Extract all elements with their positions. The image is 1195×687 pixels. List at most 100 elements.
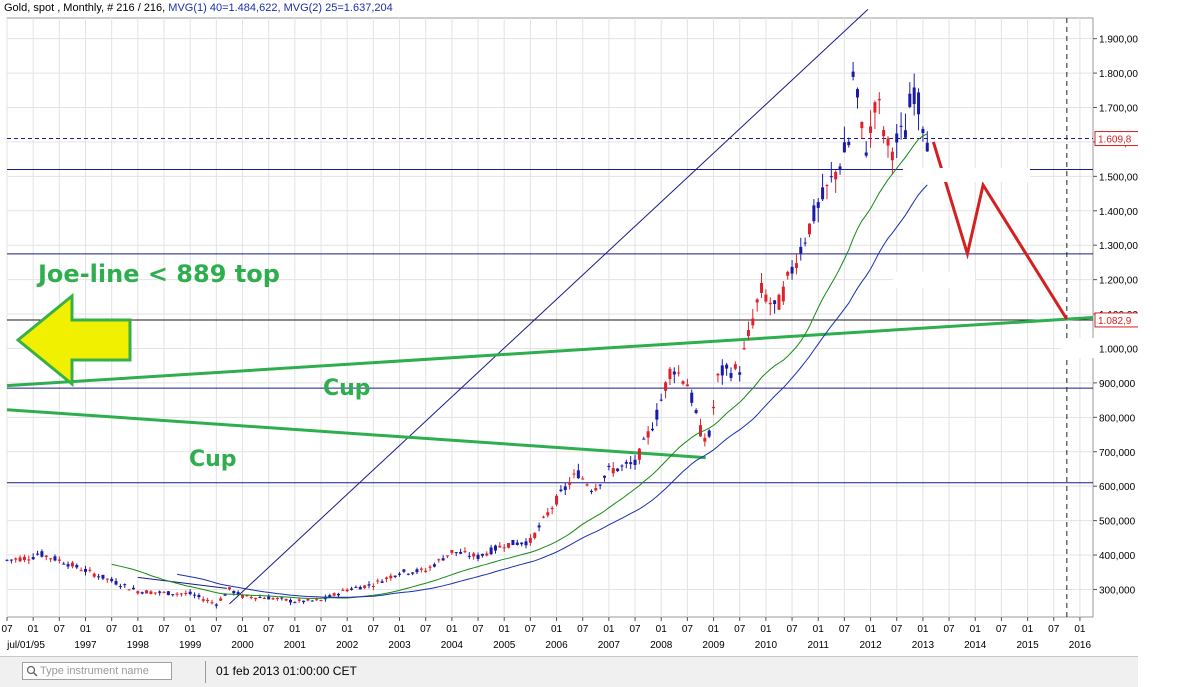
x-month-label: 01: [1022, 624, 1034, 635]
candle-body: [712, 406, 716, 409]
instrument-search[interactable]: [22, 662, 172, 680]
candle-body: [136, 591, 140, 594]
candle-body: [459, 551, 463, 554]
x-month-label: 01: [970, 624, 982, 635]
candle-body: [568, 482, 572, 485]
candle-body: [166, 591, 170, 596]
search-input[interactable]: [40, 663, 168, 679]
candle-body: [681, 381, 685, 384]
candle-body: [88, 569, 92, 571]
x-month-label: 07: [472, 624, 484, 635]
candle-body: [520, 542, 524, 545]
y-tick-label: 700,000: [1099, 448, 1136, 459]
candle-body: [847, 141, 851, 146]
candle-body: [49, 558, 53, 560]
candle-body: [794, 263, 798, 268]
mask: [893, 272, 975, 288]
x-year-label: 2001: [284, 640, 307, 651]
candle-body: [502, 547, 506, 549]
candle-body: [720, 365, 724, 376]
x-year-label: 2008: [650, 640, 673, 651]
candle-body: [288, 599, 292, 603]
x-month-label: 07: [525, 624, 537, 635]
candle-body: [9, 559, 13, 561]
y-tick-label: 900,000: [1099, 379, 1136, 390]
candle-body: [790, 266, 794, 274]
candle-body: [131, 587, 135, 590]
horizontal-levels: [7, 18, 1093, 617]
candle-body: [572, 473, 576, 475]
candle-body: [825, 185, 829, 187]
candle-body: [236, 592, 240, 595]
candle-body: [633, 459, 637, 465]
candle-body: [105, 578, 109, 580]
mask: [1061, 338, 1099, 358]
candle-body: [162, 591, 166, 593]
candle-body: [432, 564, 436, 567]
divider: [205, 661, 206, 683]
candle-body: [498, 545, 502, 548]
x-year-label: 2006: [545, 640, 568, 651]
candle-body: [672, 371, 676, 375]
candle-body: [389, 575, 393, 579]
candle-body: [528, 537, 532, 543]
x-year-label: 2016: [1069, 640, 1092, 651]
x-year-label: 2002: [336, 640, 359, 651]
x-month-label: 07: [891, 624, 903, 635]
cup-upper-label: Cup: [323, 376, 371, 401]
candle-body: [834, 171, 838, 180]
candle-body: [336, 593, 340, 596]
x-month-label: 07: [54, 624, 66, 635]
candle-body: [402, 569, 406, 572]
x-year-label: 2007: [598, 640, 621, 651]
candle-body: [18, 557, 22, 562]
candle-body: [380, 581, 384, 583]
candle-body: [219, 598, 223, 601]
trendlines: [6, 9, 1094, 605]
candle-body: [485, 553, 489, 556]
x-year-label: 1999: [179, 640, 202, 651]
x-month-label: 07: [1048, 624, 1060, 635]
candle-body: [890, 151, 894, 161]
candle-body: [751, 318, 755, 326]
price-tag-box: [1094, 312, 1138, 328]
candle-body: [668, 368, 672, 380]
candle-body: [903, 130, 907, 138]
candle-body: [786, 271, 790, 276]
candle-body: [262, 597, 266, 599]
candle-body: [153, 592, 157, 594]
candle-body: [319, 599, 323, 601]
candle-body: [877, 98, 881, 101]
mvg2-line: [111, 133, 928, 599]
candle-body: [760, 282, 764, 293]
x-month-label: 01: [394, 624, 406, 635]
candle-body: [489, 547, 493, 555]
candle-body: [507, 543, 511, 548]
y-tick-label: 1.000,000: [1099, 344, 1138, 355]
candle-body: [816, 202, 820, 208]
candle-body: [293, 602, 297, 604]
candle-body: [694, 410, 698, 413]
chart-canvas[interactable]: 300,000 400,000 500,000 600,000 700,000 800,0…: [0, 0, 1138, 656]
date-readout: 01 feb 2013 01:00:00 CET: [216, 664, 357, 678]
chart-header: Gold, spot , Monthly, # 216 / 216, MVG(1…: [0, 0, 1138, 17]
candle-body: [755, 299, 759, 303]
candle-body: [607, 465, 611, 468]
candle-body: [114, 581, 118, 585]
candle-body: [799, 246, 803, 254]
x-month-label: 07: [682, 624, 694, 635]
candle-body: [537, 525, 541, 528]
candle-body: [206, 599, 210, 602]
candle-body: [581, 478, 585, 480]
candle-body: [227, 587, 231, 590]
x-year-label: 2003: [388, 640, 411, 651]
x-month-label: 01: [603, 624, 615, 635]
candle-body: [354, 586, 358, 588]
price-tag-label: 1.609,8: [1098, 135, 1132, 146]
candle-body: [371, 586, 375, 588]
candle-body: [524, 541, 528, 546]
candle-body: [812, 205, 816, 222]
candle-body: [79, 570, 83, 572]
candle-body: [454, 552, 458, 554]
projection: [931, 141, 1069, 320]
